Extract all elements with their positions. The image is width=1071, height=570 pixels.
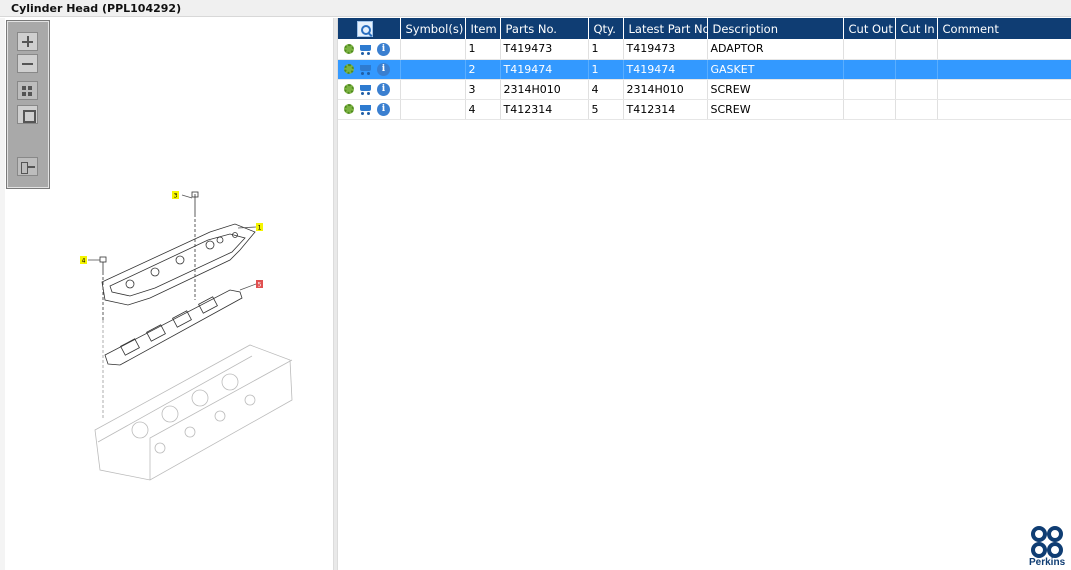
cart-icon[interactable]: [358, 43, 373, 55]
row-actions: i: [338, 79, 401, 100]
left-edge: [0, 18, 5, 570]
gear-icon[interactable]: [344, 104, 354, 115]
cart-icon[interactable]: [358, 83, 373, 96]
description-cell[interactable]: SCREW: [707, 79, 844, 100]
column-header-item[interactable]: Item: [465, 18, 501, 39]
perkins-logo-icon: [1031, 526, 1063, 558]
callout-1[interactable]: 1: [258, 225, 262, 232]
column-header-parts-no[interactable]: Parts No.: [500, 18, 589, 39]
description-cell[interactable]: ADAPTOR: [707, 39, 844, 60]
part-no-cell[interactable]: 2314H010: [500, 79, 589, 100]
description-cell[interactable]: SCREW: [707, 99, 844, 120]
cart-icon[interactable]: [358, 63, 373, 76]
callout-5[interactable]: 5: [258, 282, 262, 289]
cart-icon[interactable]: [358, 103, 373, 116]
cut-in-cell[interactable]: [895, 39, 938, 60]
comment-cell[interactable]: [937, 99, 1071, 120]
part-no-cell[interactable]: T419474: [500, 59, 589, 80]
zoom-in-icon[interactable]: [17, 32, 38, 51]
cut-out-cell[interactable]: [843, 79, 896, 100]
table-row[interactable]: i 2 T419474 1 T419474 GASKET: [338, 59, 1071, 80]
column-header-symbols[interactable]: Symbol(s): [400, 18, 466, 39]
brand-name: Perkins: [1029, 557, 1066, 568]
cut-out-cell[interactable]: [843, 39, 896, 60]
row-actions: i: [338, 99, 401, 120]
info-icon[interactable]: i: [377, 82, 390, 96]
find-part-header[interactable]: [338, 18, 401, 39]
symbols-cell[interactable]: [400, 99, 466, 120]
diagram-toolbox: [6, 20, 50, 189]
window-title: Cylinder Head (PPL104292): [11, 2, 182, 15]
part-no-cell[interactable]: T412314: [500, 99, 589, 120]
symbols-cell[interactable]: [400, 39, 466, 60]
latest-part-no-cell[interactable]: 2314H010: [623, 79, 708, 100]
callout-4[interactable]: 4: [82, 258, 86, 265]
fit-to-window-icon[interactable]: [17, 81, 38, 100]
table-row[interactable]: i 3 2314H010 4 2314H010 SCREW: [338, 79, 1071, 100]
column-header-qty[interactable]: Qty.: [588, 18, 624, 39]
cut-in-cell[interactable]: [895, 99, 938, 120]
table-row[interactable]: i 4 T412314 5 T412314 SCREW: [338, 99, 1071, 120]
gear-icon[interactable]: [344, 64, 354, 75]
actual-size-icon[interactable]: [17, 105, 38, 124]
symbols-cell[interactable]: [400, 59, 466, 80]
row-actions: i: [338, 59, 401, 80]
callout-3[interactable]: 3: [174, 193, 178, 200]
gear-icon[interactable]: [344, 84, 354, 95]
qty-cell[interactable]: 5: [588, 99, 624, 120]
part-no-cell[interactable]: T419473: [500, 39, 589, 60]
item-cell[interactable]: 4: [465, 99, 501, 120]
parts-grid: Symbol(s) Item Parts No. Qty. Latest Par…: [338, 18, 1071, 120]
export-icon[interactable]: [17, 157, 38, 176]
symbols-cell[interactable]: [400, 79, 466, 100]
comment-cell[interactable]: [937, 59, 1071, 80]
info-icon[interactable]: i: [377, 42, 390, 56]
latest-part-no-cell[interactable]: T419474: [623, 59, 708, 80]
latest-part-no-cell[interactable]: T412314: [623, 99, 708, 120]
column-header-latest-part-no[interactable]: Latest Part No.: [623, 18, 708, 39]
item-cell[interactable]: 1: [465, 39, 501, 60]
find-part-icon[interactable]: [357, 20, 373, 37]
row-actions: i: [338, 39, 401, 60]
cut-out-cell[interactable]: [843, 99, 896, 120]
column-header-description[interactable]: Description: [707, 18, 844, 39]
comment-cell[interactable]: [937, 39, 1071, 60]
latest-part-no-cell[interactable]: T419473: [623, 39, 708, 60]
column-header-cut-in[interactable]: Cut In: [895, 18, 938, 39]
gear-icon[interactable]: [344, 44, 354, 54]
exploded-parts-diagram[interactable]: 3 1 4 5: [60, 180, 330, 500]
window-titlebar: Cylinder Head (PPL104292): [0, 0, 1071, 17]
description-cell[interactable]: GASKET: [707, 59, 844, 80]
table-row[interactable]: i 1 T419473 1 T419473 ADAPTOR: [338, 39, 1071, 60]
comment-cell[interactable]: [937, 79, 1071, 100]
cut-in-cell[interactable]: [895, 79, 938, 100]
item-cell[interactable]: 2: [465, 59, 501, 80]
pane-splitter[interactable]: [333, 18, 338, 570]
qty-cell[interactable]: 4: [588, 79, 624, 100]
column-header-comment[interactable]: Comment: [937, 18, 1071, 39]
cut-out-cell[interactable]: [843, 59, 896, 80]
zoom-out-icon[interactable]: [17, 54, 38, 73]
info-icon[interactable]: i: [377, 102, 390, 116]
qty-cell[interactable]: 1: [588, 59, 624, 80]
column-header-cut-out[interactable]: Cut Out: [843, 18, 896, 39]
grid-header-row: Symbol(s) Item Parts No. Qty. Latest Par…: [338, 18, 1071, 39]
diagram-pane[interactable]: [5, 18, 333, 570]
item-cell[interactable]: 3: [465, 79, 501, 100]
cut-in-cell[interactable]: [895, 59, 938, 80]
info-icon[interactable]: i: [377, 62, 390, 76]
qty-cell[interactable]: 1: [588, 39, 624, 60]
